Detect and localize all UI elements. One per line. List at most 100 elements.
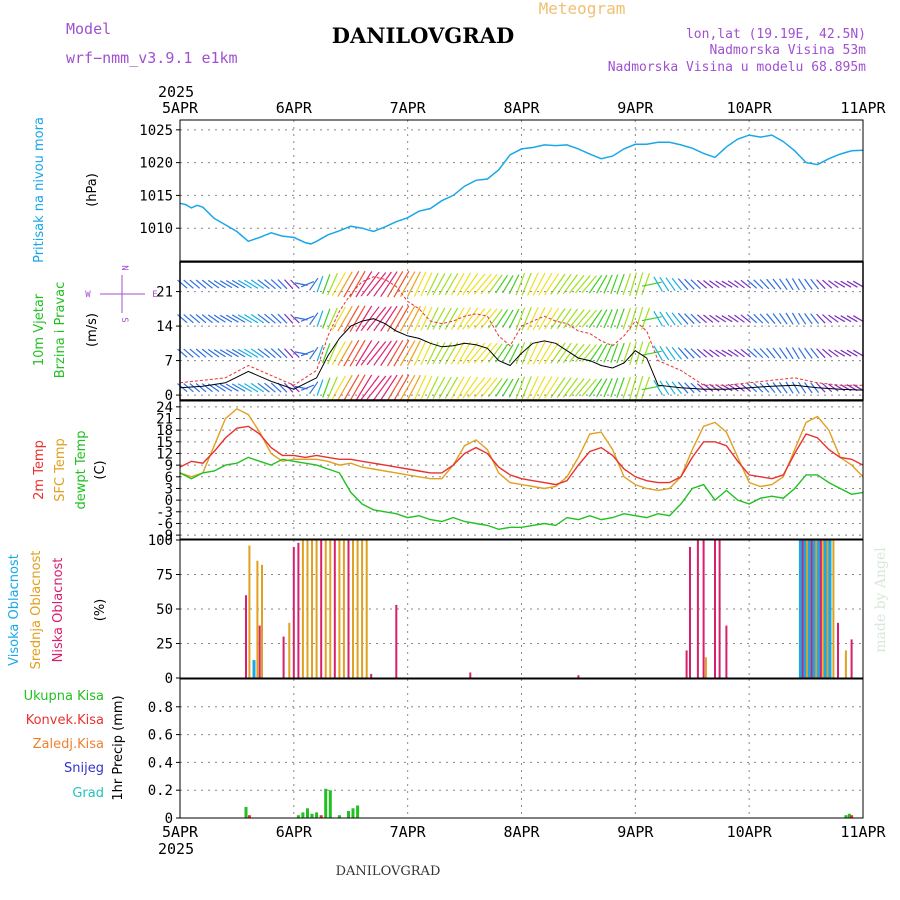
y-tick-label: 0: [165, 811, 173, 827]
mid-cloud-bar: [365, 540, 368, 678]
wind-arrow: [659, 276, 670, 292]
wind-arrow: [237, 279, 252, 289]
wind-arrow: [290, 279, 300, 289]
wind-arrow: [727, 314, 739, 323]
mid-cloud-bar: [338, 540, 341, 678]
wind-arrow: [360, 271, 380, 297]
wind-arrow: [290, 314, 300, 324]
wind-arrow: [556, 273, 572, 295]
wind-arrow: [734, 314, 745, 323]
wind-arrow: [487, 378, 503, 398]
wind-frame: [179, 261, 864, 401]
y-tick-label: 1025: [139, 123, 173, 139]
wind-arrow: [822, 383, 833, 393]
total-precip-bar: [844, 815, 848, 818]
wind-arrow: [653, 310, 663, 327]
pressure-ylabel: Pritisak na nivou mora: [32, 117, 47, 263]
low-cloud-bar: [370, 673, 373, 678]
wind-arrow: [480, 342, 498, 364]
wind-arrow: [588, 378, 603, 397]
wind-arrow: [270, 382, 282, 393]
x-tick-label-bottom: 10APR: [727, 823, 773, 841]
wind-arrow: [852, 315, 864, 323]
low-cloud-bar: [577, 675, 580, 678]
wind-arrow: [337, 374, 353, 401]
low-cloud-bar: [258, 625, 261, 678]
wind-arrow: [189, 348, 201, 358]
wind-arrow: [331, 306, 346, 331]
wind-arrow: [665, 277, 676, 292]
high-cloud-bar: [803, 540, 807, 678]
wind-arrow: [810, 347, 820, 359]
wind-arrow: [610, 377, 619, 398]
wind-arrow: [244, 348, 259, 358]
x-tick-label-top: 11APR: [840, 99, 886, 117]
y-tick-label: -6: [156, 516, 173, 532]
wind-arrow: [393, 374, 410, 401]
wind-arrow: [420, 306, 433, 331]
wind-arrow: [810, 278, 820, 290]
y-tick-label: 24: [156, 400, 173, 416]
mid-cloud-bar: [832, 540, 835, 678]
temp2m-line: [179, 425, 864, 486]
wind-arrow: [575, 275, 591, 294]
wind-arrow: [834, 280, 846, 288]
wind-arrow: [684, 278, 695, 290]
wind-arrow: [828, 349, 839, 358]
wind-arrow: [641, 385, 662, 391]
mid-cloud-bar: [822, 540, 825, 678]
wind-arrow: [846, 315, 858, 323]
wind-arrow: [300, 281, 315, 288]
wind-arrow: [690, 279, 701, 290]
wind-arrow: [610, 343, 619, 363]
wind-arrow: [399, 374, 416, 401]
total-precip-bar: [244, 806, 248, 818]
wind-arrow: [753, 279, 764, 290]
wind-arrow: [183, 383, 194, 393]
wind-arrow: [495, 274, 509, 294]
total-precip-bar: [347, 811, 350, 818]
y-tick-label: 0.6: [148, 728, 173, 744]
wind-arrow: [596, 343, 608, 363]
wind-arrow: [550, 342, 566, 364]
cloud-unit: (%): [93, 599, 108, 622]
wind-arrow: [225, 314, 239, 323]
wind-arrow: [343, 270, 360, 298]
wind-arrow: [309, 277, 319, 291]
wind-arrow: [740, 348, 751, 358]
wind-arrow: [659, 380, 670, 395]
wind-arrow: [772, 382, 782, 394]
wind-arrow: [703, 383, 714, 392]
wind-arrow: [420, 272, 433, 297]
wind-arrow: [616, 342, 625, 364]
wind-arrow: [290, 348, 300, 358]
wind-arrow: [495, 309, 509, 328]
high-cloud-bar: [798, 540, 802, 678]
y-tick-label: 21: [156, 285, 173, 301]
wind-arrow: [250, 313, 265, 324]
wind-grid: [180, 262, 863, 400]
year-top: 2025: [158, 83, 194, 101]
wind-arrow: [581, 378, 597, 397]
model-name: wrf−nmm_v3.9.1 e1km: [66, 49, 238, 67]
wind-arrow: [213, 280, 226, 289]
wind-arrow: [568, 274, 585, 294]
wind-arrow: [772, 313, 782, 325]
wind-arrow: [213, 383, 226, 392]
high-cloud-bar: [817, 540, 821, 678]
wind-arrow: [337, 305, 353, 332]
y-tick-label: 1010: [139, 221, 173, 237]
y-tick-label: 75: [156, 568, 173, 584]
y-tick-label: 12: [156, 446, 173, 462]
wind-arrow: [690, 348, 701, 359]
wind-arrow: [426, 272, 439, 296]
y-tick-label: 7: [165, 354, 173, 370]
high-cloud-ylabel: Visoka Oblacnost: [7, 554, 22, 666]
wind-arrow: [581, 309, 597, 328]
wind-arrow: [331, 341, 346, 366]
wind-arrow: [502, 275, 514, 294]
wind-arrow: [177, 314, 188, 324]
low-cloud-bar: [685, 650, 688, 678]
low-cloud-bar: [702, 540, 705, 678]
